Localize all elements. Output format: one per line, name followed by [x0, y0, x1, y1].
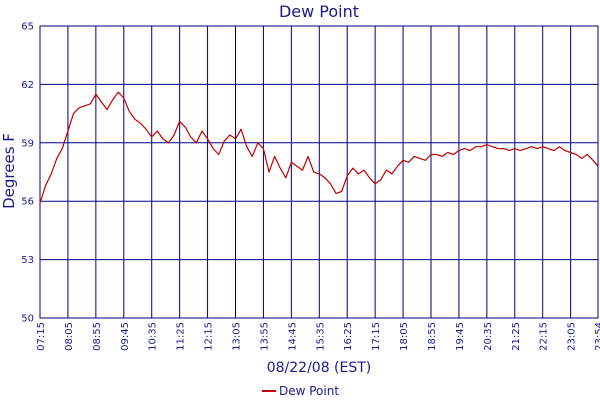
- x-tick-label: 11:25: [176, 322, 187, 351]
- x-tick-label: 10:35: [148, 322, 159, 351]
- legend-label: Dew Point: [279, 384, 339, 398]
- x-tick-label: 17:15: [371, 322, 382, 351]
- y-tick-label: 53: [21, 255, 34, 266]
- x-tick-label: 23:54: [594, 322, 600, 351]
- x-tick-label: 21:25: [511, 322, 522, 351]
- x-tick-label: 15:35: [315, 322, 326, 351]
- x-tick-label: 08:55: [92, 322, 103, 351]
- y-tick-label: 59: [21, 138, 34, 149]
- chart-title: Dew Point: [279, 2, 359, 21]
- y-axis-ticks: 50 53 56 59 62 65: [21, 22, 34, 325]
- x-tick-label: 07:15: [36, 322, 47, 351]
- x-tick-label: 08:05: [64, 322, 75, 351]
- x-tick-label: 23:05: [567, 322, 578, 351]
- y-tick-label: 65: [21, 22, 34, 33]
- legend: Dew Point: [262, 384, 339, 398]
- x-tick-label: 20:35: [483, 322, 494, 351]
- x-tick-label: 22:15: [539, 322, 550, 351]
- x-tick-label: 13:55: [259, 322, 270, 351]
- x-tick-label: 16:25: [343, 322, 354, 351]
- x-tick-label: 19:45: [455, 322, 466, 351]
- y-tick-label: 56: [21, 197, 34, 208]
- x-tick-label: 18:05: [399, 322, 410, 351]
- x-axis-ticks: 07:15 08:05 08:55 09:45 10:35 11:25 12:15 13:05…: [36, 322, 600, 351]
- x-tick-label: 13:05: [231, 322, 242, 351]
- y-tick-label: 62: [21, 80, 34, 91]
- x-axis-label: 08/22/08 (EST): [267, 360, 372, 376]
- grid-layer: [39, 25, 599, 319]
- x-tick-label: 09:45: [120, 322, 131, 351]
- y-axis-label: Degrees F: [0, 133, 18, 209]
- x-tick-label: 12:15: [204, 322, 215, 351]
- dew-point-series-line: [39, 91, 599, 204]
- x-tick-label: 14:45: [287, 322, 298, 351]
- x-tick-label: 18:55: [427, 322, 438, 351]
- series-layer: [39, 91, 599, 204]
- y-tick-label: 50: [21, 314, 34, 325]
